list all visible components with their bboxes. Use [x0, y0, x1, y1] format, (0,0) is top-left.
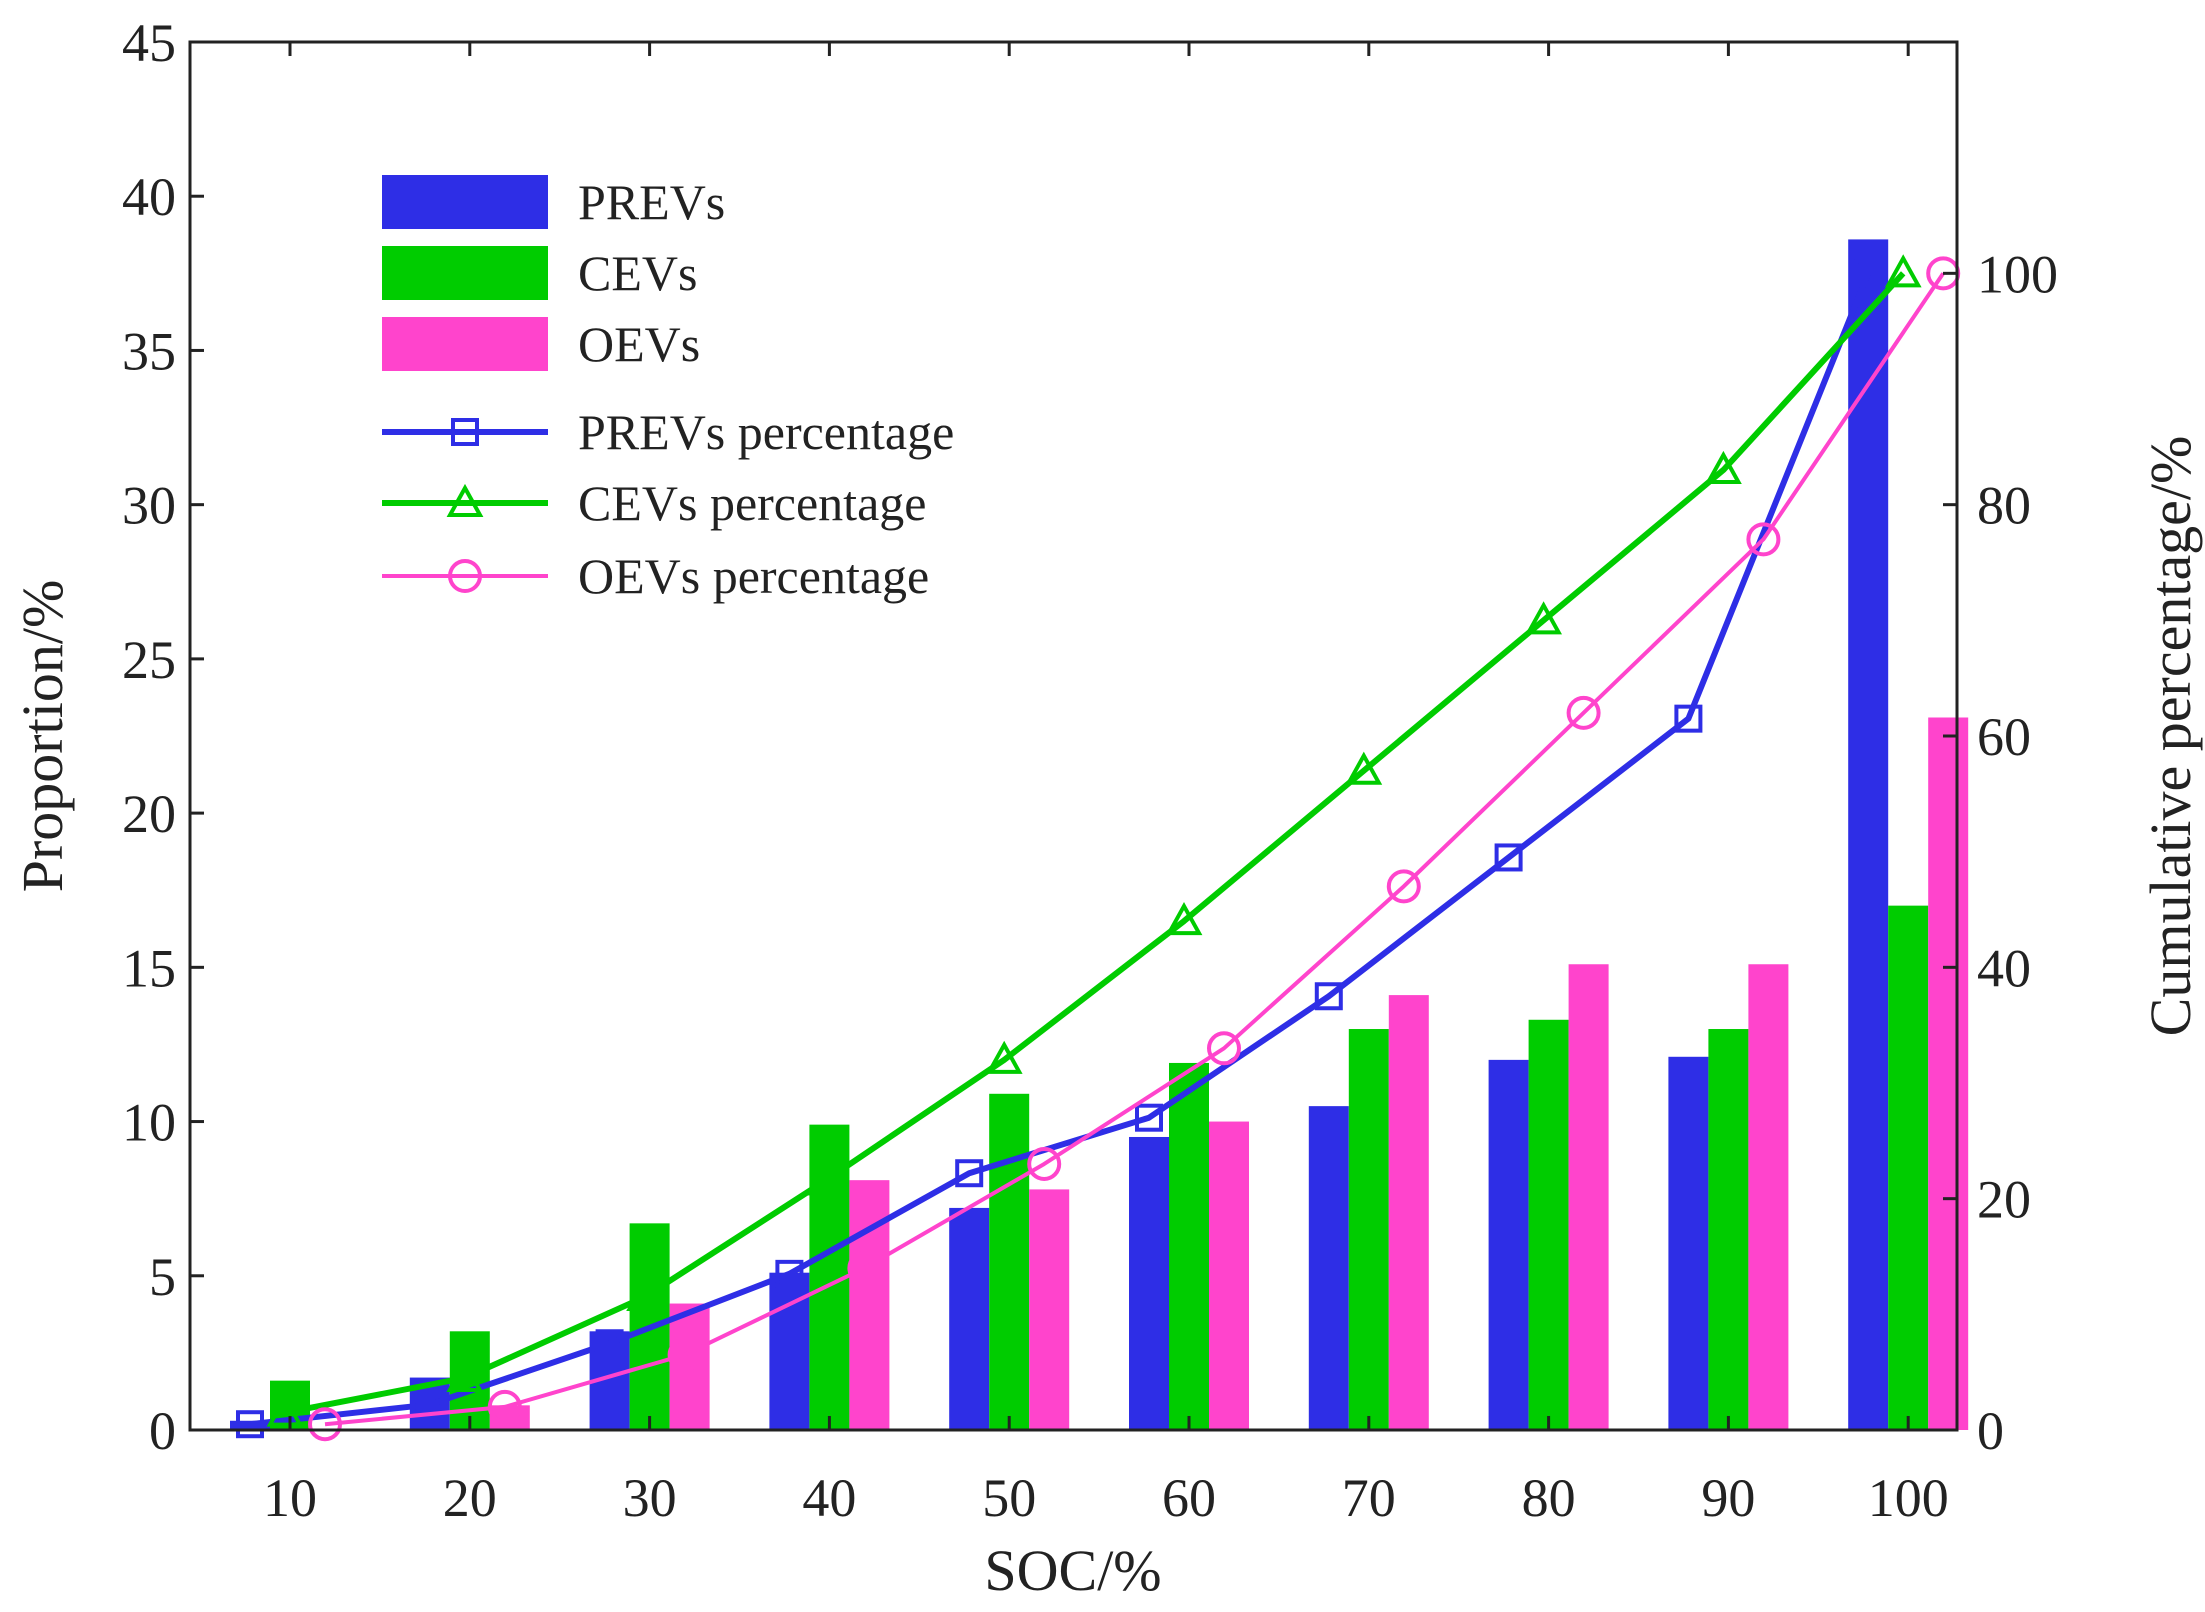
- bar-oevs-40: [849, 1180, 890, 1430]
- marker-prevs-percentage-30: [595, 1329, 624, 1358]
- marker-prevs-percentage-90: [1674, 704, 1703, 733]
- axes-layer: 0 5 10 15 20 25 30 35 40 45 0 20 40 60 80 100 10 20 30 40 50…: [122, 13, 2058, 1528]
- bar-cevs-50: [989, 1093, 1030, 1430]
- marker-prevs-percentage-40: [775, 1259, 804, 1288]
- bar-oevs-90: [1748, 964, 1789, 1430]
- marker-cevs-percentage-30: [626, 1277, 663, 1311]
- x-tick-label-100: 100: [1868, 1468, 1949, 1528]
- marker-cevs-percentage-10: [266, 1393, 304, 1427]
- bar-oevs-50: [1029, 1189, 1070, 1430]
- line-cevs-percentage: [284, 271, 1906, 1416]
- x-tick-label-70: 70: [1342, 1468, 1396, 1528]
- marker-oevs-percentage-50: [1027, 1146, 1062, 1181]
- y2-axis-title: Cumulative percentage/%: [2138, 436, 2203, 1037]
- bar-prevs-80: [1488, 1059, 1529, 1430]
- x-tick-label-30: 30: [623, 1468, 677, 1528]
- x-tick-label-60: 60: [1162, 1468, 1216, 1528]
- marker-cevs-percentage-100: [1884, 254, 1922, 288]
- marker-cevs-percentage-90: [1705, 450, 1742, 484]
- x-tick-label-20: 20: [443, 1468, 497, 1528]
- line-prevs-percentage: [249, 272, 1871, 1428]
- marker-oevs-percentage-70: [1386, 869, 1421, 904]
- marker-oevs-percentage-10: [308, 1407, 342, 1442]
- legend-label-cevs-percentage: CEVs percentage: [578, 475, 926, 531]
- y2-tick-label-60: 60: [1977, 707, 2031, 767]
- marker-cevs-percentage-20: [446, 1358, 484, 1392]
- x-tick-label-90: 90: [1701, 1468, 1755, 1528]
- legend-label-oevs: OEVs: [578, 316, 700, 372]
- marker-cevs-percentage-50: [985, 1040, 1023, 1074]
- y-tick-label-10: 10: [122, 1093, 176, 1153]
- bar-prevs-60: [1129, 1136, 1169, 1430]
- legend-label-prevs: PREVs: [578, 174, 725, 230]
- bar-oevs-70: [1388, 995, 1429, 1430]
- y-tick-label-5: 5: [149, 1247, 176, 1307]
- bars-layer: [230, 239, 1969, 1431]
- legend: PREVs CEVs OEVs PREVs percentage CEVs percen…: [382, 174, 954, 604]
- marker-prevs-percentage-50: [955, 1159, 984, 1188]
- bar-oevs-60: [1209, 1121, 1249, 1430]
- legend-label-prevs-percentage: PREVs percentage: [578, 404, 954, 460]
- y-tick-label-40: 40: [122, 167, 176, 227]
- x-tick-label-40: 40: [802, 1468, 856, 1528]
- bar-prevs-70: [1308, 1106, 1349, 1430]
- y-tick-label-15: 15: [122, 938, 176, 998]
- bar-cevs-60: [1169, 1062, 1209, 1430]
- legend-marker-oevs-percentage: [448, 559, 482, 593]
- bar-prevs-10: [230, 1420, 270, 1430]
- marker-cevs-percentage-60: [1165, 901, 1203, 936]
- marker-cevs-percentage-80: [1525, 601, 1562, 635]
- marker-prevs-percentage-60: [1135, 1103, 1163, 1132]
- marker-prevs-percentage-20: [415, 1390, 444, 1419]
- marker-prevs-percentage-70: [1314, 982, 1343, 1011]
- bar-prevs-90: [1668, 1056, 1709, 1430]
- y-tick-label-20: 20: [122, 784, 176, 844]
- line-oevs-percentage: [324, 272, 1945, 1427]
- y2-tick-label-40: 40: [1977, 938, 2031, 998]
- legend-label-oevs-percentage: OEVs percentage: [578, 548, 929, 604]
- marker-oevs-percentage-40: [847, 1251, 882, 1286]
- bar-prevs-100: [1848, 239, 1889, 1431]
- bar-cevs-70: [1348, 1029, 1389, 1430]
- x-tick-label-50: 50: [982, 1468, 1036, 1528]
- marker-oevs-percentage-60: [1207, 1031, 1241, 1066]
- marker-oevs-percentage-90: [1746, 522, 1781, 557]
- marker-oevs-percentage-80: [1566, 695, 1601, 730]
- x-axis-title: SOC/%: [984, 1538, 1161, 1603]
- y-tick-label-45: 45: [122, 13, 176, 73]
- lines-layer: [236, 254, 1961, 1442]
- y2-tick-label-100: 100: [1977, 244, 2058, 304]
- marker-prevs-percentage-80: [1494, 843, 1523, 872]
- marker-prevs-percentage-100: [1854, 259, 1883, 288]
- legend-swatch-prevs: [382, 175, 548, 229]
- y-tick-label-25: 25: [122, 630, 176, 690]
- legend-label-cevs: CEVs: [578, 245, 697, 301]
- legend-swatch-cevs: [382, 246, 548, 300]
- y-tick-label-0: 0: [149, 1401, 176, 1461]
- marker-prevs-percentage-10: [236, 1410, 264, 1439]
- y-tick-label-30: 30: [122, 476, 176, 536]
- legend-marker-cevs-percentage: [446, 483, 484, 517]
- bar-prevs-50: [949, 1207, 990, 1430]
- y2-tick-label-0: 0: [1977, 1401, 2004, 1461]
- x-tick-label-80: 80: [1522, 1468, 1576, 1528]
- legend-swatch-oevs: [382, 317, 548, 371]
- legend-marker-prevs-percentage: [451, 418, 479, 446]
- marker-oevs-percentage-20: [487, 1389, 522, 1424]
- x-tick-label-10: 10: [263, 1468, 317, 1528]
- bar-oevs-80: [1568, 964, 1609, 1430]
- bar-cevs-80: [1528, 1019, 1569, 1430]
- marker-cevs-percentage-40: [806, 1162, 843, 1196]
- bar-cevs-90: [1708, 1029, 1749, 1430]
- bar-oevs-100: [1928, 717, 1969, 1430]
- bar-cevs-100: [1888, 905, 1929, 1430]
- marker-cevs-percentage-70: [1345, 751, 1383, 785]
- y2-tick-label-80: 80: [1977, 476, 2031, 536]
- y-axis-title: Proportion/%: [10, 580, 75, 893]
- marker-oevs-percentage-30: [667, 1337, 702, 1372]
- y-tick-label-35: 35: [122, 321, 176, 381]
- y2-tick-label-20: 20: [1977, 1170, 2031, 1230]
